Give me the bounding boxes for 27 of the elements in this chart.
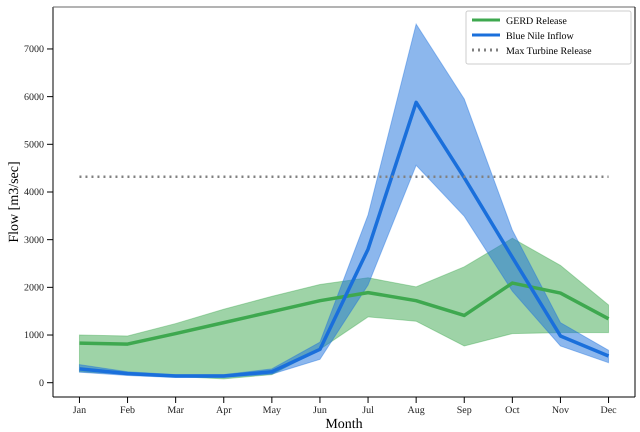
x-tick-label: Oct: [505, 405, 520, 416]
y-tick-label: 4000: [24, 187, 44, 198]
x-tick-label: Jul: [362, 405, 374, 416]
legend-label: GERD Release: [506, 16, 568, 27]
x-tick-label: Sep: [456, 405, 472, 416]
x-tick-label: Jun: [312, 405, 327, 416]
x-tick-label: Aug: [408, 405, 425, 416]
y-tick-label: 3000: [24, 234, 44, 246]
legend-label: Max Turbine Release: [506, 46, 592, 57]
y-axis-title: Flow [m3/sec]: [7, 161, 22, 243]
legend-label: Blue Nile Inflow: [506, 31, 575, 42]
x-tick-label: Nov: [552, 405, 570, 416]
y-tick-label: 7000: [24, 44, 44, 56]
y-tick-label: 2000: [24, 282, 44, 294]
line-series: [78, 281, 610, 346]
y-tick-label: 5000: [24, 140, 44, 151]
x-tick-label: Jan: [72, 405, 86, 416]
x-tick-label: May: [262, 405, 282, 416]
y-tick-label: 6000: [24, 92, 44, 103]
x-tick-label: Dec: [600, 405, 618, 416]
x-axis-title: Month: [325, 417, 363, 432]
x-tick-label: Feb: [120, 405, 136, 416]
x-tick-label: Apr: [216, 405, 232, 416]
y-tick-label: 0: [39, 378, 44, 389]
x-tick-label: Mar: [167, 405, 185, 416]
line-series: [78, 100, 610, 378]
y-tick-label: 1000: [24, 330, 44, 342]
